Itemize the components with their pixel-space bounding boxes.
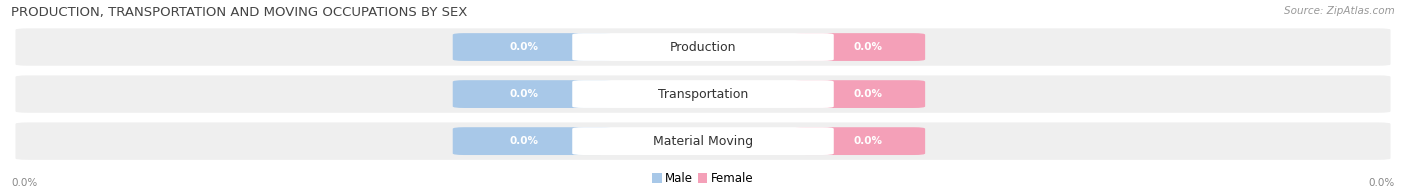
FancyBboxPatch shape bbox=[14, 74, 1392, 114]
FancyBboxPatch shape bbox=[572, 80, 834, 108]
FancyBboxPatch shape bbox=[453, 80, 612, 108]
Text: 0.0%: 0.0% bbox=[509, 136, 538, 146]
Text: 0.0%: 0.0% bbox=[11, 178, 38, 188]
Legend: Male, Female: Male, Female bbox=[648, 168, 758, 190]
Text: 0.0%: 0.0% bbox=[509, 89, 538, 99]
FancyBboxPatch shape bbox=[794, 127, 925, 155]
FancyBboxPatch shape bbox=[572, 127, 834, 155]
FancyBboxPatch shape bbox=[572, 33, 834, 61]
Text: 0.0%: 0.0% bbox=[853, 89, 883, 99]
Text: Material Moving: Material Moving bbox=[652, 135, 754, 148]
Text: Transportation: Transportation bbox=[658, 88, 748, 101]
Text: PRODUCTION, TRANSPORTATION AND MOVING OCCUPATIONS BY SEX: PRODUCTION, TRANSPORTATION AND MOVING OC… bbox=[11, 6, 468, 19]
Text: Production: Production bbox=[669, 41, 737, 54]
Text: 0.0%: 0.0% bbox=[853, 42, 883, 52]
FancyBboxPatch shape bbox=[14, 27, 1392, 67]
FancyBboxPatch shape bbox=[794, 80, 925, 108]
Text: 0.0%: 0.0% bbox=[853, 136, 883, 146]
Text: Source: ZipAtlas.com: Source: ZipAtlas.com bbox=[1284, 6, 1395, 16]
FancyBboxPatch shape bbox=[453, 33, 612, 61]
Text: 0.0%: 0.0% bbox=[509, 42, 538, 52]
FancyBboxPatch shape bbox=[794, 33, 925, 61]
FancyBboxPatch shape bbox=[453, 127, 612, 155]
Text: 0.0%: 0.0% bbox=[1368, 178, 1395, 188]
FancyBboxPatch shape bbox=[14, 121, 1392, 161]
